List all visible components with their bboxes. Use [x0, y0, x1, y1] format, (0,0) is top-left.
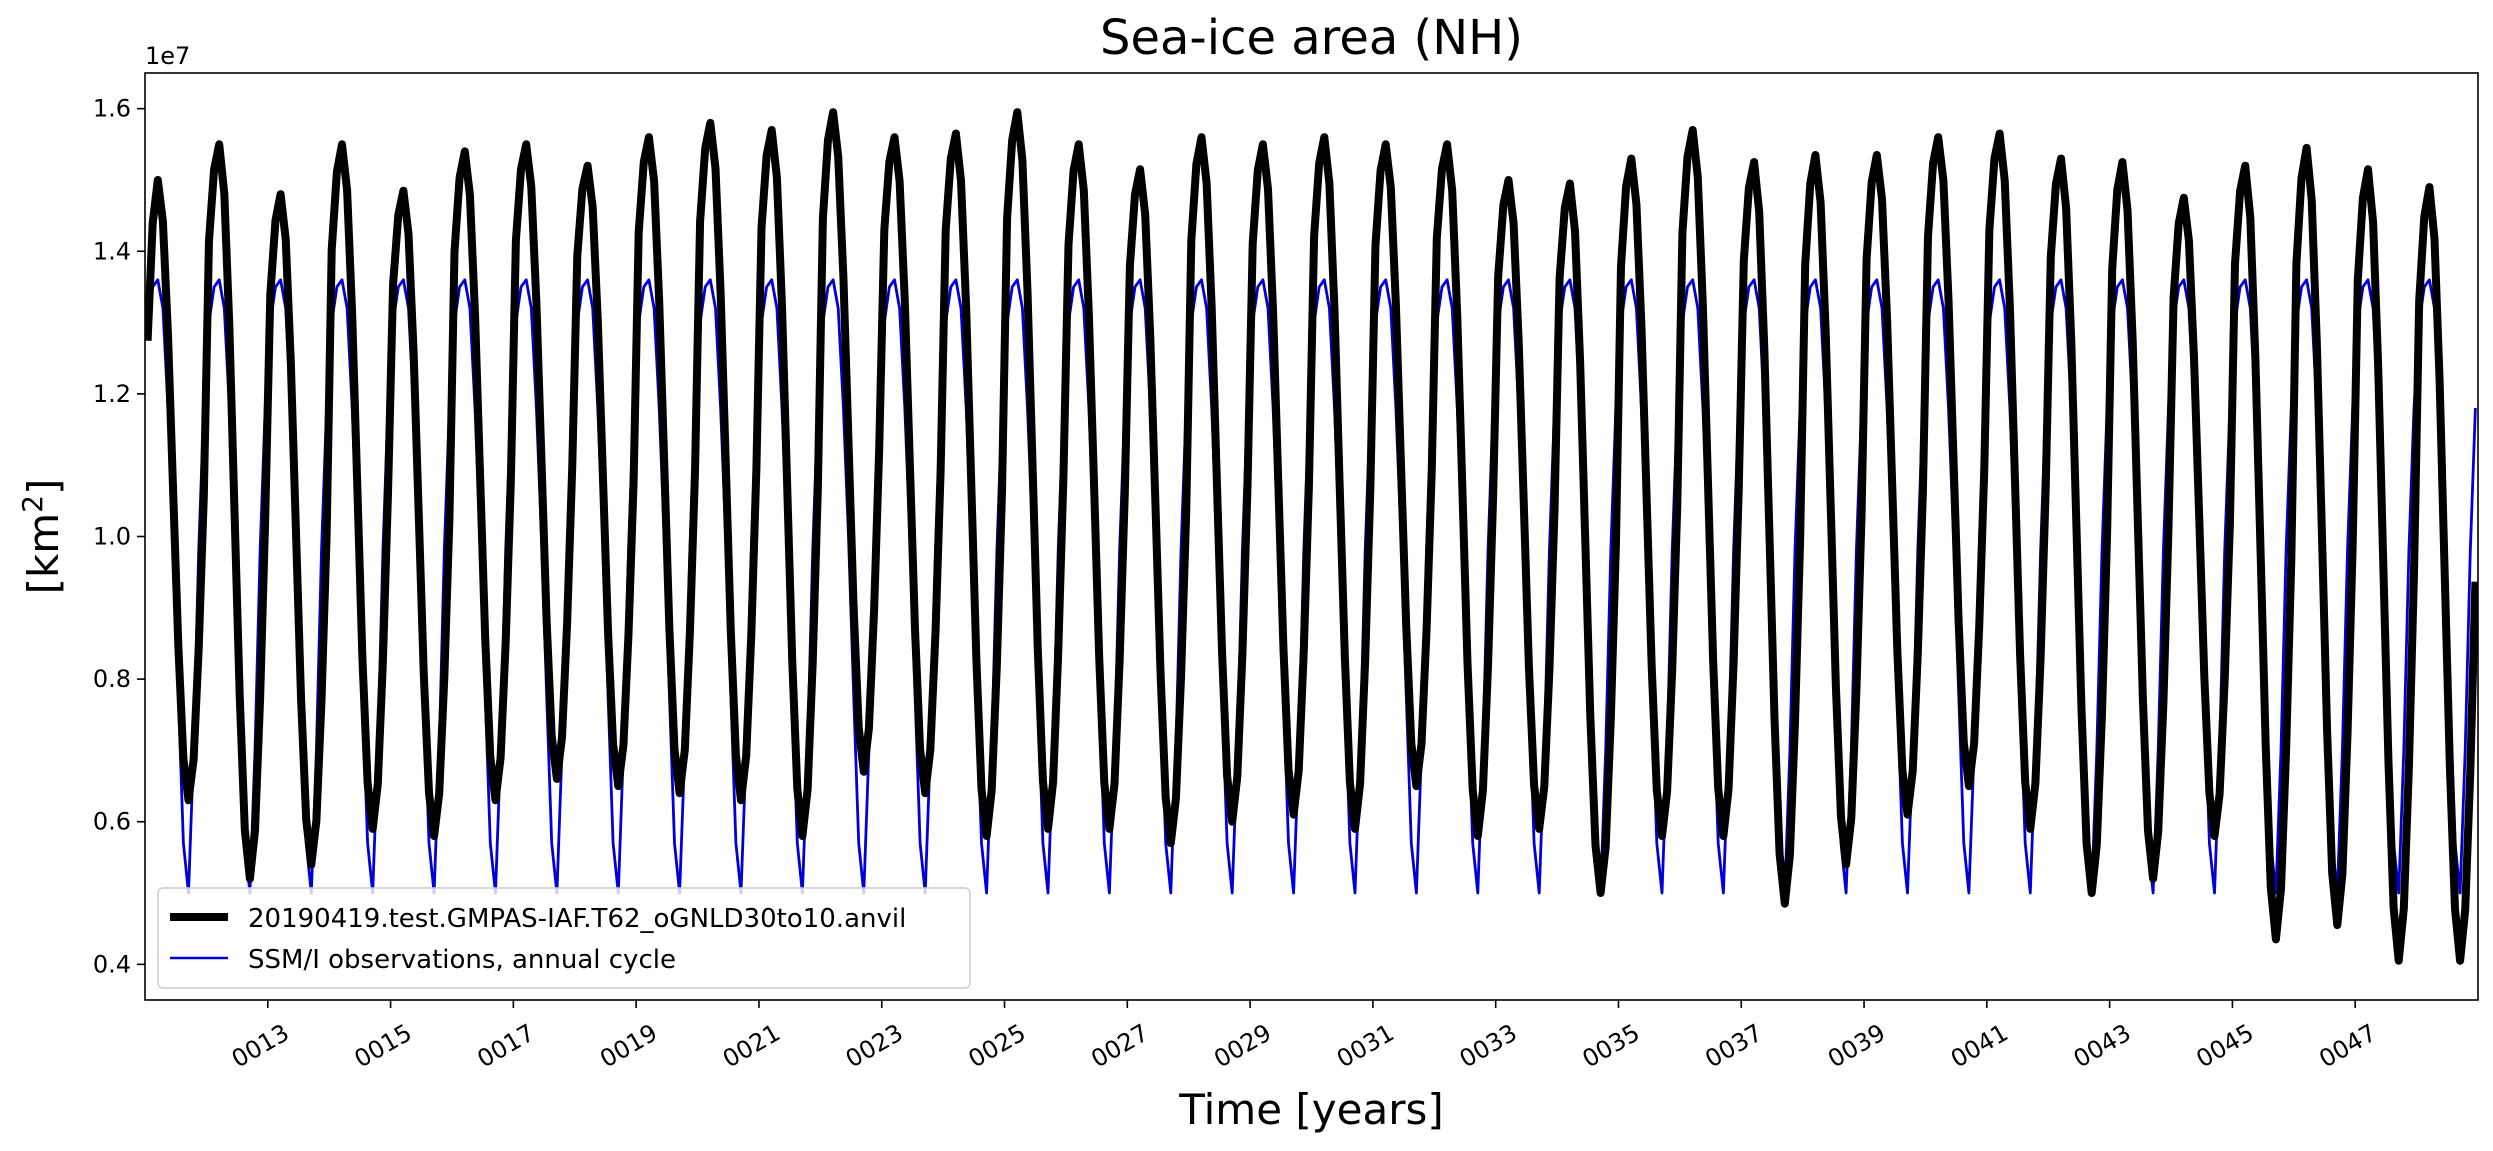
legend-label-observations: SSM/I observations, annual cycle — [248, 945, 676, 975]
x-axis-label: Time [years] — [1178, 1085, 1444, 1134]
y-tick-label: 0.4 — [93, 950, 131, 978]
model-line — [145, 108, 2478, 965]
legend: 20190419.test.GMPAS-IAF.T62_oGNLD30to10.… — [157, 887, 971, 989]
legend-box — [157, 887, 971, 989]
y-axis-label-base: [km — [19, 513, 68, 595]
chart-title: Sea-ice area (NH) — [1100, 10, 1523, 66]
y-tick-label: 1.2 — [93, 380, 131, 408]
y-tick-label: 1.0 — [93, 523, 131, 551]
y-axis-offset-text: 1e7 — [145, 42, 190, 70]
y-axis-ticks: 0.4 0.6 0.8 1.0 1.2 1.4 1.6 — [93, 95, 145, 978]
y-axis-label-superscript: 2 — [16, 495, 49, 513]
y-tick-label: 1.4 — [93, 237, 131, 265]
y-tick-label: 1.6 — [93, 95, 131, 123]
y-axis-label-close: ] — [19, 479, 68, 495]
y-tick-label: 0.6 — [93, 808, 131, 836]
legend-label-model: 20190419.test.GMPAS-IAF.T62_oGNLD30to10.… — [248, 904, 906, 934]
y-axis-label: [km2] — [16, 479, 69, 595]
y-tick-label: 0.8 — [93, 665, 131, 693]
series-layer — [145, 108, 2478, 965]
